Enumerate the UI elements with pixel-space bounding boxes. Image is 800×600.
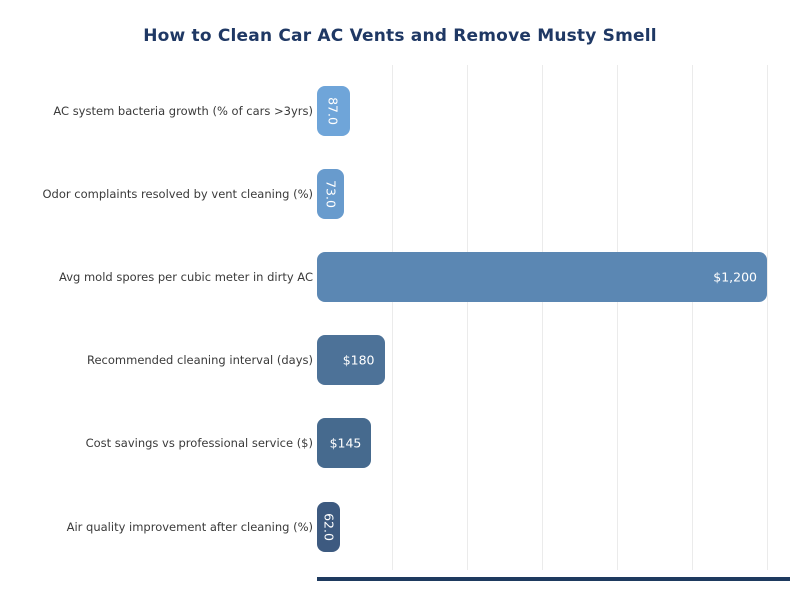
bar-value-label: $180 [342, 352, 375, 368]
bar-value-label: 87.0 [325, 96, 341, 125]
bar: 87.0 [317, 85, 350, 136]
bar-value-label: 73.0 [323, 179, 339, 208]
bar-value-label: $1,200 [713, 269, 757, 285]
gridline [542, 65, 543, 570]
bar: $180 [317, 335, 385, 386]
category-label: Air quality improvement after cleaning (… [66, 519, 313, 534]
bar-value-label: 62.0 [321, 512, 337, 541]
bar: $1,200 [317, 252, 767, 302]
gridline [392, 65, 393, 570]
category-label: AC system bacteria growth (% of cars >3y… [53, 103, 313, 118]
category-label: Recommended cleaning interval (days) [87, 353, 313, 368]
gridline [692, 65, 693, 570]
x-axis-line [317, 577, 790, 581]
category-label: Avg mold spores per cubic meter in dirty… [59, 270, 313, 284]
gridline [467, 65, 468, 570]
bar: $145 [317, 418, 372, 469]
chart-title: How to Clean Car AC Vents and Remove Mus… [143, 26, 657, 46]
gridline [617, 65, 618, 570]
bar: 62.0 [317, 501, 341, 552]
category-label: Odor complaints resolved by vent cleanin… [42, 186, 314, 201]
category-label: Cost savings vs professional service ($) [85, 436, 313, 451]
bar: 73.0 [317, 168, 345, 219]
bar-value-label: $145 [329, 435, 362, 451]
gridline [767, 65, 768, 570]
